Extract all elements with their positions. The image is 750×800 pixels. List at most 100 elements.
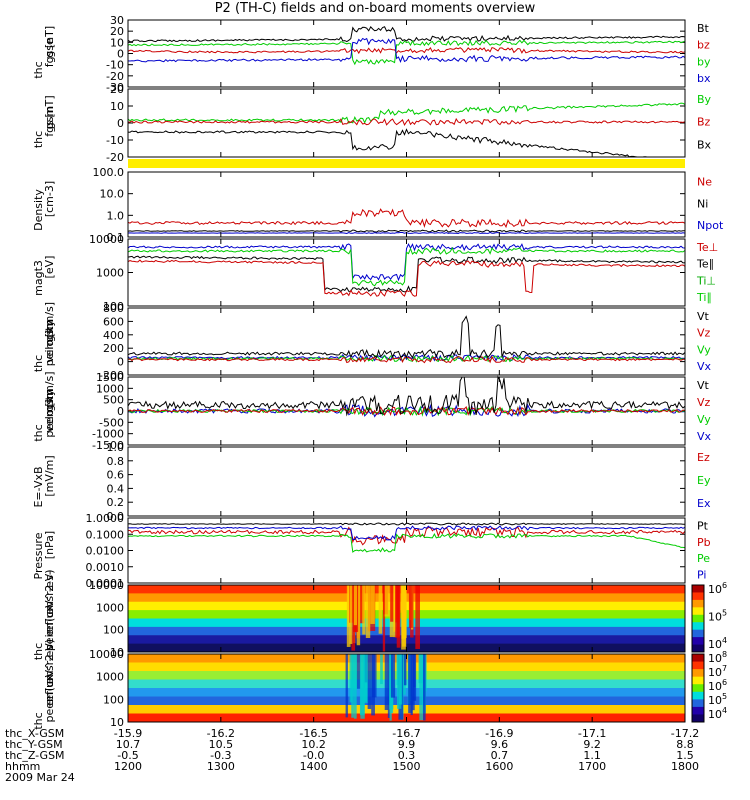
legend-entry: Vy [697, 343, 711, 356]
x-tick-label: -0.3 [210, 749, 231, 762]
y-tick-label: 20 [110, 83, 124, 96]
legend-entry: By [697, 93, 712, 106]
trace-vx [127, 353, 686, 362]
colorbar-segment [692, 684, 704, 693]
x-tick-label: 0.7 [491, 749, 509, 762]
spectrogram-band [128, 671, 685, 680]
legend-entry: Ti∥ [696, 291, 712, 304]
legend-entry: Vy [697, 413, 711, 426]
spectrogram-feature [356, 654, 361, 689]
spectrogram-feature [382, 585, 386, 652]
spectrogram-feature [389, 654, 392, 721]
y-axis-label: thcfgsgsm[nT] [32, 95, 56, 148]
legend-entry: Ne [697, 176, 712, 189]
legend-entry: Vz [697, 396, 711, 409]
legend-entry: Bt [697, 22, 710, 35]
spectrogram-feature [390, 585, 394, 622]
y-axis-label: Pressure[nPa] [32, 531, 56, 580]
colorbar-frame [691, 653, 705, 723]
spectrogram-feature [362, 585, 366, 635]
y-axis-label-line: gsm [43, 106, 56, 129]
y-axis-label-line: (cm^2-s- [43, 571, 56, 622]
y-axis-label: thcpeirenefluxeV(cm^2-s-sr-eV) [32, 569, 56, 660]
y-axis-label-line: gse [43, 38, 56, 58]
trace-Bz [127, 117, 686, 126]
legend-entry: by [697, 55, 711, 68]
y-tick-label: 10000 [89, 233, 124, 246]
x-tick-label: 1.1 [583, 749, 601, 762]
y-tick-label: 500 [103, 394, 124, 407]
legend-entry: Bx [697, 138, 712, 151]
colorbar-label: 106 [708, 581, 727, 596]
spectrogram-band [128, 662, 685, 672]
y-tick-label: -1500 [92, 439, 124, 452]
spectrogram-feature [351, 654, 354, 718]
trace-te-perp [127, 259, 686, 297]
spectrogram-feature [345, 654, 348, 718]
colorbar-segment [692, 599, 704, 608]
y-tick-label: 1000 [96, 671, 124, 684]
spectrogram-feature [401, 585, 406, 650]
y-axis-label-line: eflux [43, 674, 56, 702]
x-tick-label: -16.5 [299, 727, 327, 740]
spectrogram-feature [408, 585, 413, 628]
colorbar-segment [692, 699, 704, 708]
y-axis-label-line: [nT] [43, 95, 56, 117]
x-tick-label: 10.7 [116, 738, 141, 751]
y-axis-label-line: thc [32, 131, 45, 148]
y-tick-label: 100.0 [93, 166, 125, 179]
y-axis-label-line: thc [32, 712, 45, 729]
legend-entry: Vx [697, 430, 712, 443]
colorbar-exponent: 4 [722, 706, 727, 715]
y-axis-label: E=-VxB[mV/m] [32, 455, 56, 507]
x-tick-label: 0.3 [398, 749, 416, 762]
spectrogram-feature [418, 654, 424, 684]
spectrogram-feature [371, 654, 375, 716]
y-tick-label: 100 [103, 300, 124, 313]
x-tick-label: -0.5 [117, 749, 138, 762]
legend-entry: Vz [697, 327, 711, 340]
y-axis-label-line: sr-eV) [43, 569, 56, 601]
x-tick-label: -16.7 [392, 727, 420, 740]
colorbar-segment [692, 669, 704, 678]
spectrogram-feature [363, 654, 368, 702]
trace-pi [127, 525, 686, 541]
y-axis-label-line: E=-VxB [32, 466, 45, 507]
y-tick-label: 10 [110, 646, 124, 659]
y-tick-label: 0.6 [107, 469, 125, 482]
spectrogram-feature [349, 654, 353, 703]
legend-entry: Pe [697, 552, 710, 565]
y-axis-label: thcpeerenefluxeV(cm^2-s-sr-eV) [32, 639, 56, 730]
trace-ti-par [127, 246, 686, 287]
trace-pe [127, 533, 686, 553]
colorbar-segment [692, 661, 704, 670]
panel-frame [127, 307, 686, 376]
y-tick-label: -200 [99, 369, 124, 382]
y-axis-label-line: Pressure [32, 532, 45, 579]
y-tick-label: 10000 [89, 648, 124, 661]
y-tick-label: -20 [106, 151, 124, 164]
legend-entry: Pb [697, 536, 711, 549]
trace-bt [127, 26, 686, 43]
date-label: 2009 Mar 24 [5, 771, 75, 784]
x-tick-label: 1700 [578, 760, 606, 773]
y-tick-label: 100 [103, 624, 124, 637]
y-axis-label-line: en [43, 623, 56, 637]
colorbar-segment [692, 585, 704, 593]
x-axis-row-label: thc_X-GSM [5, 727, 64, 740]
y-axis-label-line: sr-eV) [43, 639, 56, 671]
trace-by [127, 39, 686, 66]
spectrogram-feature [390, 654, 396, 698]
trace-bz [127, 46, 686, 55]
panel-frame [127, 446, 686, 517]
x-tick-label: 1600 [485, 760, 513, 773]
y-tick-label: 0.1 [107, 231, 125, 244]
trace-ti-perp [127, 242, 686, 282]
colorbar-frame [691, 584, 705, 653]
legend-entry: Bz [697, 116, 711, 129]
legend-entry: Ti⊥ [696, 274, 716, 287]
y-tick-label: 1.0 [107, 209, 125, 222]
spectrogram-band [128, 705, 685, 714]
y-axis-label-line: peem [43, 406, 56, 437]
